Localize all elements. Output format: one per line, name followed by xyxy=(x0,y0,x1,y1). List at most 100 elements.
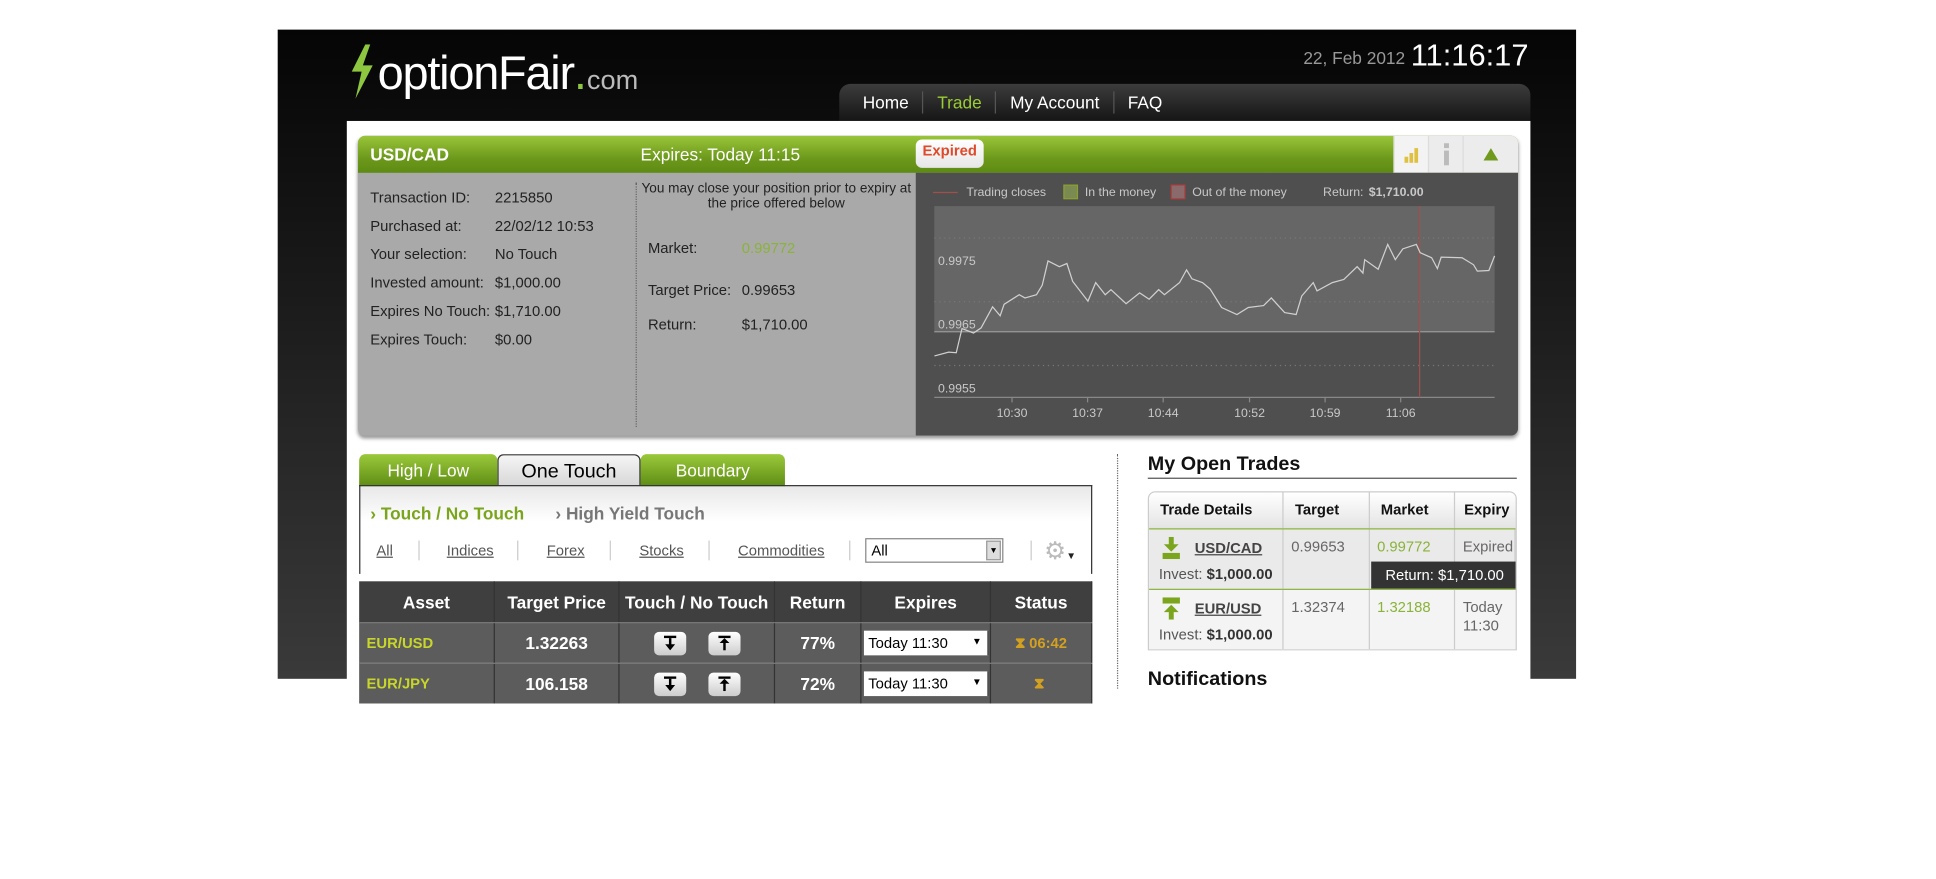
trade-asset-link[interactable]: EUR/USD xyxy=(1194,599,1262,618)
expires-select[interactable]: Today 11:30 ▼ xyxy=(863,630,988,656)
trade-target: 0.99653 xyxy=(1284,529,1370,589)
trade-market: 0.99772 xyxy=(1370,529,1456,589)
col-trade-details: Trade Details xyxy=(1149,492,1284,529)
legend-out-of-the-money: Out of the money xyxy=(1192,185,1287,199)
detail-label: Invested amount: xyxy=(370,273,484,292)
chevron-down-icon: ▼ xyxy=(972,676,982,688)
subtab-label: High Yield Touch xyxy=(565,503,705,524)
separator xyxy=(517,540,519,561)
option-type-tabs: High / Low One Touch Boundary xyxy=(359,454,785,487)
touch-button[interactable] xyxy=(653,631,686,655)
trade-expiry: Today 11:30 xyxy=(1462,598,1503,635)
subtab-touch-no-touch[interactable]: › Touch / No Touch xyxy=(370,503,525,524)
no-touch-button[interactable] xyxy=(707,631,740,655)
detail-value: $1,710.00 xyxy=(494,302,561,320)
expires-cell: Today 11:30 ▼ xyxy=(861,623,992,663)
notifications-title: Notifications xyxy=(1147,668,1268,690)
collapse-up-icon[interactable] xyxy=(1462,135,1519,173)
open-trade-row: USD/CAD Invest: $1,000.00 0.99653 0.99772… xyxy=(1149,528,1516,590)
separator xyxy=(418,540,420,561)
price-chart: 10:30 10:37 10:44 10:52 10:59 11:06 0.9975 0.99… xyxy=(915,172,1519,436)
select-value: All xyxy=(871,541,888,560)
trade-expiry: Expired xyxy=(1455,529,1516,589)
asset-name[interactable]: EUR/USD xyxy=(359,623,495,663)
gear-icon[interactable]: ⚙▼ xyxy=(1044,538,1077,566)
target-price: 1.32263 xyxy=(495,623,620,663)
col-expiry: Expiry xyxy=(1464,501,1510,519)
nav-home[interactable]: Home xyxy=(849,91,924,114)
status-cell: ⧗ xyxy=(991,663,1093,704)
open-position-panel: USD/CAD Expires: Today 11:15 Expired Tra… xyxy=(357,135,1519,436)
expires-value: Today 11:15 xyxy=(707,144,801,165)
status-cell: ⧗ 06:42 xyxy=(991,623,1093,663)
chevron-down-icon: ▼ xyxy=(1066,550,1077,562)
filter-forex[interactable]: Forex xyxy=(546,541,585,560)
no-touch-button[interactable] xyxy=(707,672,740,696)
detail-label: Expires Touch: xyxy=(370,330,468,349)
my-open-trades: My Open Trades Trade Details Target Mark… xyxy=(1147,454,1517,651)
x-tick-label: 10:37 xyxy=(1072,406,1103,420)
detail-label: Purchased at: xyxy=(370,217,462,235)
nav-trade[interactable]: Trade xyxy=(924,91,997,114)
expires-select[interactable]: Today 11:30 ▼ xyxy=(863,671,988,697)
close-value: 0.99653 xyxy=(741,281,796,299)
tab-boundary[interactable]: Boundary xyxy=(640,454,785,487)
chevron-down-icon: ▼ xyxy=(986,540,1001,561)
filter-stocks[interactable]: Stocks xyxy=(639,541,684,560)
invest-label: Invest: xyxy=(1158,625,1203,644)
invest-value: $1,000.00 xyxy=(1206,625,1273,644)
touch-up-icon xyxy=(1161,597,1181,623)
detail-value: 22/02/12 10:53 xyxy=(494,217,594,235)
nav-faq[interactable]: FAQ xyxy=(1127,92,1163,113)
position-asset: USD/CAD xyxy=(370,144,449,165)
info-icon[interactable] xyxy=(1427,135,1463,173)
bolt-icon xyxy=(351,44,373,99)
table-header: Asset Target Price Touch / No Touch Retu… xyxy=(359,581,1093,623)
subtab-high-yield-touch[interactable]: › High Yield Touch xyxy=(555,503,705,524)
col-return: Return xyxy=(775,581,862,623)
y-tick-label: 0.9955 xyxy=(938,381,976,395)
legend-trading-closes: Trading closes xyxy=(966,185,1046,199)
touch-buttons xyxy=(620,623,776,663)
filter-box: › Touch / No Touch › High Yield Touch Al… xyxy=(359,485,1093,574)
touch-button[interactable] xyxy=(653,672,686,696)
col-market: Market xyxy=(1370,492,1456,529)
assets-table: Asset Target Price Touch / No Touch Retu… xyxy=(359,581,1093,704)
filter-all[interactable]: All xyxy=(376,541,393,560)
hourglass-icon: ⧗ xyxy=(1033,674,1045,692)
optionfair-logo[interactable]: optionFair. com xyxy=(348,42,638,99)
filter-indices[interactable]: Indices xyxy=(446,541,494,560)
invest: Invest: $1,000.00 xyxy=(1159,565,1273,582)
close-label: Return: xyxy=(647,315,697,334)
col-status: Status xyxy=(991,581,1093,623)
detail-label: Expires No Touch: xyxy=(370,302,491,320)
nav-my-account[interactable]: My Account xyxy=(997,91,1115,114)
invest-label: Invest: xyxy=(1158,565,1203,583)
column-divider xyxy=(1116,454,1119,689)
expires-label: Expires: xyxy=(640,144,703,165)
trade-asset-link[interactable]: USD/CAD xyxy=(1194,539,1263,557)
bar-chart-icon[interactable] xyxy=(1393,135,1428,173)
col-asset: Asset xyxy=(359,581,495,623)
return-value: 72% xyxy=(775,663,862,704)
trade-market: 1.32188 xyxy=(1370,589,1456,650)
price-chart-svg: 10:30 10:37 10:44 10:52 10:59 11:06 0.9975 0.99… xyxy=(933,184,1496,420)
legend-in-the-money: In the money xyxy=(1085,185,1157,199)
trade-target: 1.32374 xyxy=(1284,589,1370,650)
current-date: 22, Feb 2012 xyxy=(1303,48,1406,68)
separator xyxy=(1030,540,1032,561)
table-row: EUR/JPY 106.158 72% Today 11:30 ▼ ⧗ xyxy=(359,662,1093,704)
separator xyxy=(609,540,611,561)
asset-name[interactable]: EUR/JPY xyxy=(359,663,495,704)
detail-value: $1,000.00 xyxy=(494,273,561,292)
logo-tld: com xyxy=(586,64,639,96)
trade-return: Return: $1,710.00 xyxy=(1371,561,1516,590)
open-trades-table: Trade Details Target Market Expiry USD/C… xyxy=(1147,491,1517,651)
separator xyxy=(708,540,710,561)
legend-out-money-swatch xyxy=(1170,184,1186,200)
tab-high-low[interactable]: High / Low xyxy=(359,454,498,487)
asset-select[interactable]: All ▼ xyxy=(865,538,1004,563)
filter-commodities[interactable]: Commodities xyxy=(738,541,825,560)
tab-one-touch[interactable]: One Touch xyxy=(497,454,641,487)
separator xyxy=(849,540,851,561)
